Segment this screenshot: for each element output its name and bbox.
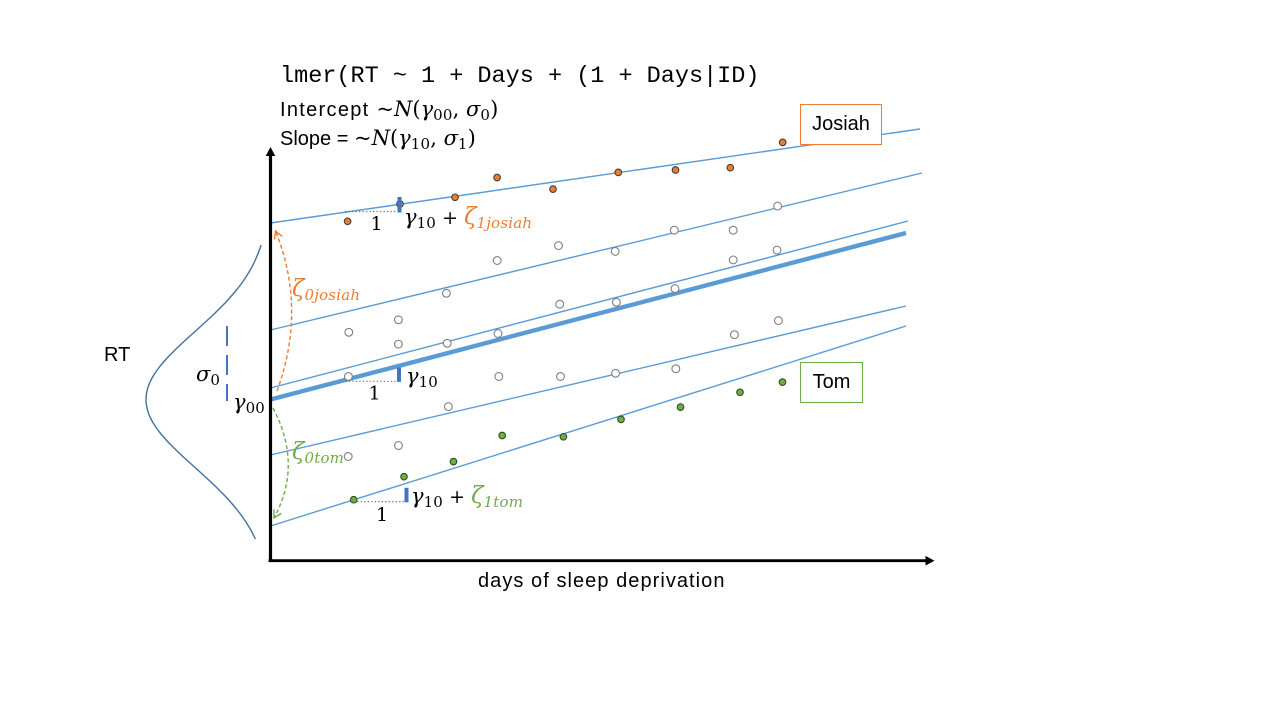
population-point-5: [393, 339, 403, 349]
intercept-distribution-line: Intercept ~N(γ00, σ0): [280, 97, 499, 124]
x-axis-label: days of sleep deprivation: [478, 570, 726, 592]
population-point-18: [611, 368, 621, 378]
mean-line: [269, 230, 907, 402]
population-point-7: [441, 288, 451, 298]
population-point-19: [669, 225, 679, 235]
population-point-24: [729, 330, 739, 340]
y-axis-label: RT: [104, 344, 131, 366]
josiah-point-9: [778, 138, 787, 147]
above-mean-line: [270, 220, 909, 389]
josiah-point-8: [726, 163, 735, 172]
tom-point-9: [778, 378, 787, 386]
population-point-8: [442, 338, 452, 348]
population-point-13: [554, 241, 563, 251]
population-point-11: [493, 329, 503, 338]
josiah-name: Josiah: [812, 113, 870, 135]
zeta0tom-arrow: [272, 407, 289, 519]
population-point-3: [343, 452, 353, 461]
tom-point-4: [498, 431, 507, 440]
population-point-23: [728, 255, 738, 265]
tom-point-6: [617, 415, 625, 424]
population-point-26: [772, 245, 782, 255]
intercept-math: ~N(γ00, σ0): [376, 97, 499, 124]
josiah-point-1: [343, 217, 352, 226]
tom-point-7: [676, 403, 685, 411]
population-point-10: [492, 256, 502, 265]
intercept-word: Intercept: [280, 99, 377, 121]
gamma10-mean-label: γ10: [406, 364, 439, 391]
upper-mid-line: [270, 172, 923, 331]
zeta0josiah-arrow-head: [273, 229, 283, 240]
mean-slope-mark-one-label: 1: [368, 383, 380, 405]
tom-point-8: [736, 388, 744, 397]
josiah-point-5: [549, 185, 557, 193]
josiah-slope-mark-one-label: 1: [370, 213, 382, 235]
tom-point-5: [559, 432, 568, 441]
josiah-name-box: Josiah: [800, 104, 882, 145]
population-point-20: [670, 284, 680, 294]
zeta0josiah-arrow: [274, 230, 293, 392]
josiah-point-6: [614, 168, 623, 177]
tom-point-3: [449, 457, 458, 466]
josiah-point-3: [451, 193, 459, 202]
zeta0tom-label: ζ0tom: [292, 439, 345, 467]
population-point-2: [343, 372, 353, 381]
josiah-point-4: [493, 173, 501, 182]
gamma00-label: γ00: [233, 390, 266, 417]
population-point-27: [773, 316, 783, 326]
population-point-15: [556, 372, 565, 381]
model-code-line: lmer(RT ~ 1 + Days + (1 + Days|ID): [280, 63, 760, 90]
tom-name-box: Tom: [800, 362, 863, 403]
tom-name: Tom: [812, 371, 851, 393]
x-axis-arrowhead: [925, 555, 935, 566]
population-point-21: [671, 364, 681, 374]
josiah-slope-label: γ10 + ζ1josiah: [404, 204, 533, 232]
slope-distribution-line: Slope = ~N(γ10, σ1): [280, 126, 476, 153]
josiah-point-7: [671, 166, 680, 174]
y-axis-arrowhead: [265, 147, 276, 156]
tom-point-2: [400, 472, 408, 481]
population-point-9: [443, 402, 453, 412]
population-point-6: [394, 441, 403, 450]
zeta0josiah-label: ζ0josiah: [292, 276, 361, 304]
population-point-12: [494, 372, 504, 381]
slope-word: Slope =: [280, 128, 354, 150]
population-point-25: [773, 201, 783, 211]
zeta0tom-arrow-head: [273, 509, 282, 520]
bell-curve: [145, 244, 262, 540]
tom-point-1: [349, 495, 358, 504]
population-point-1: [344, 327, 354, 337]
tom-slope-label: γ10 + ζ1tom: [411, 483, 524, 511]
sigma0-label: σ0: [196, 362, 221, 389]
tom-line: [270, 325, 907, 527]
tom-slope-mark-one-label: 1: [376, 504, 388, 526]
population-point-22: [728, 225, 738, 235]
population-point-14: [555, 299, 565, 309]
lower-mid-line: [270, 305, 907, 456]
population-point-17: [611, 297, 621, 307]
population-point-4: [393, 315, 403, 325]
slope-math: ~N(γ10, σ1): [353, 126, 476, 153]
population-point-16: [610, 246, 620, 256]
